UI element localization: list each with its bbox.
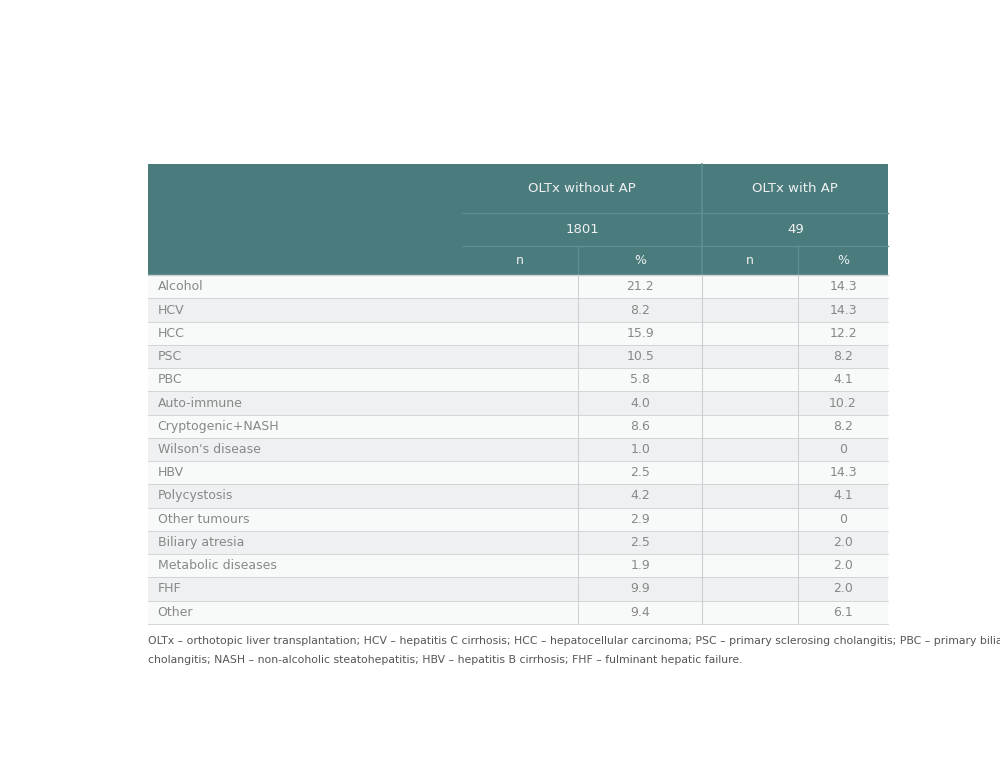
Text: OLTx – orthotopic liver transplantation; HCV – hepatitis C cirrhosis; HCC – hepa: OLTx – orthotopic liver transplantation;…: [148, 636, 1000, 646]
Text: OLTx without AP: OLTx without AP: [528, 182, 636, 194]
Text: 10.5: 10.5: [626, 350, 654, 363]
Text: Cryptogenic+NASH: Cryptogenic+NASH: [158, 419, 279, 433]
Text: 21.2: 21.2: [627, 281, 654, 293]
Text: 10.2: 10.2: [829, 397, 857, 409]
Text: 0: 0: [839, 513, 847, 526]
Bar: [702, 213, 888, 246]
Bar: [148, 554, 888, 577]
Bar: [148, 321, 888, 345]
Text: 14.3: 14.3: [829, 466, 857, 479]
Text: Other tumours: Other tumours: [158, 513, 249, 526]
Text: 12.2: 12.2: [829, 327, 857, 339]
Text: Metabolic diseases: Metabolic diseases: [158, 559, 276, 572]
Bar: [702, 246, 798, 275]
Bar: [148, 415, 888, 438]
Text: %: %: [837, 254, 849, 267]
Text: 0: 0: [839, 443, 847, 456]
Text: cholangitis; NASH – non-alcoholic steatohepatitis; HBV – hepatitis B cirrhosis; : cholangitis; NASH – non-alcoholic steato…: [148, 655, 743, 665]
Text: 2.5: 2.5: [630, 466, 650, 479]
Bar: [148, 438, 888, 461]
Bar: [798, 246, 888, 275]
Bar: [148, 213, 462, 246]
Text: 14.3: 14.3: [829, 281, 857, 293]
Text: HCC: HCC: [158, 327, 184, 339]
Bar: [148, 507, 888, 531]
Bar: [148, 485, 888, 507]
Text: 14.3: 14.3: [829, 303, 857, 317]
Bar: [148, 299, 888, 321]
Bar: [702, 164, 888, 213]
Text: 4.1: 4.1: [833, 489, 853, 503]
Text: 1.0: 1.0: [630, 443, 650, 456]
Bar: [462, 246, 578, 275]
Text: 6.1: 6.1: [833, 606, 853, 619]
Text: 15.9: 15.9: [626, 327, 654, 339]
Text: 4.2: 4.2: [631, 489, 650, 503]
Text: 49: 49: [787, 223, 804, 236]
Text: %: %: [634, 254, 646, 267]
Bar: [148, 531, 888, 554]
Text: PBC: PBC: [158, 373, 182, 387]
Text: 8.2: 8.2: [833, 419, 853, 433]
Text: Auto-immune: Auto-immune: [158, 397, 242, 409]
Text: 8.6: 8.6: [630, 419, 650, 433]
Text: OLTx with AP: OLTx with AP: [752, 182, 838, 194]
Bar: [148, 601, 888, 624]
Text: 9.4: 9.4: [631, 606, 650, 619]
Text: 4.1: 4.1: [833, 373, 853, 387]
Bar: [462, 164, 702, 213]
Text: HBV: HBV: [158, 466, 184, 479]
Text: FHF: FHF: [158, 583, 181, 595]
Text: Polycystosis: Polycystosis: [158, 489, 233, 503]
Text: 4.0: 4.0: [630, 397, 650, 409]
Text: PSC: PSC: [158, 350, 182, 363]
Text: 8.2: 8.2: [833, 350, 853, 363]
Bar: [148, 368, 888, 391]
Bar: [148, 246, 462, 275]
Text: 8.2: 8.2: [630, 303, 650, 317]
Bar: [578, 246, 702, 275]
Text: n: n: [746, 254, 754, 267]
Text: 2.9: 2.9: [631, 513, 650, 526]
Text: Wilson's disease: Wilson's disease: [158, 443, 260, 456]
Bar: [148, 391, 888, 415]
Text: 2.0: 2.0: [833, 559, 853, 572]
Text: Other: Other: [158, 606, 193, 619]
Bar: [148, 275, 888, 299]
Bar: [462, 213, 702, 246]
Text: 2.5: 2.5: [630, 536, 650, 549]
Text: 2.0: 2.0: [833, 536, 853, 549]
Text: n: n: [516, 254, 524, 267]
Text: 5.8: 5.8: [630, 373, 650, 387]
Bar: [148, 345, 888, 368]
Text: 1801: 1801: [565, 223, 599, 236]
Text: Biliary atresia: Biliary atresia: [158, 536, 244, 549]
Bar: [148, 461, 888, 485]
Text: 9.9: 9.9: [631, 583, 650, 595]
Bar: [148, 164, 462, 213]
Text: 2.0: 2.0: [833, 583, 853, 595]
Text: HCV: HCV: [158, 303, 184, 317]
Text: 1.9: 1.9: [631, 559, 650, 572]
Bar: [148, 577, 888, 601]
Text: Alcohol: Alcohol: [158, 281, 203, 293]
